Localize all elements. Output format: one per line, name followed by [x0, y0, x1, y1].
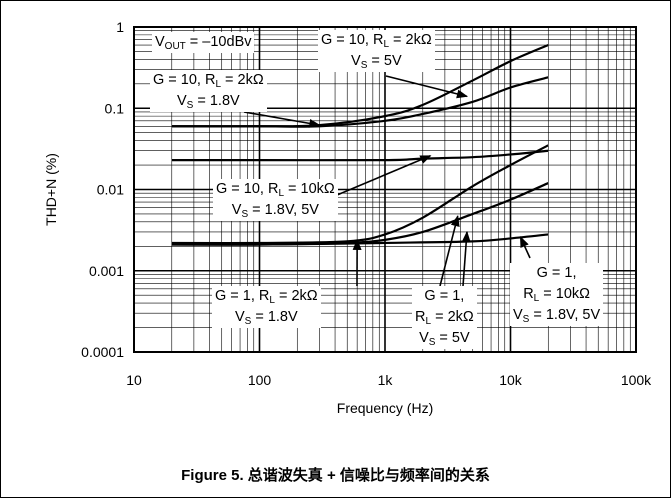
annotation-g10-rl2k-vs5: G = 10, RL = 2kΩ VS = 5V — [318, 30, 435, 72]
y-axis-label: THD+N (%) — [43, 153, 59, 226]
y-tick-label: 1 — [116, 19, 124, 35]
annotation-g1-rl2k-vs5: G = 1, RL = 2kΩ VS = 5V — [412, 286, 477, 349]
annotation-arrow — [329, 155, 432, 199]
annotation-arrow — [243, 111, 321, 128]
x-axis-label: Frequency (Hz) — [337, 400, 433, 416]
y-tick-label: 0.1 — [105, 100, 125, 116]
annotation-arrow — [385, 75, 469, 99]
y-tick-label: 0.001 — [89, 263, 124, 279]
y-tick-label: 0.0001 — [81, 344, 124, 360]
annotation-g1-rl2k-vs18: G = 1, RL = 2kΩ VS = 1.8V — [212, 286, 321, 328]
y-tick-label: 0.01 — [97, 182, 124, 198]
series-line-g1_10k — [171, 233, 549, 246]
annotation-arrow — [439, 215, 460, 287]
x-tick-label: 1k — [378, 372, 394, 388]
annotation-g10-rl2k-vs18: G = 10, RL = 2kΩ VS = 1.8V — [150, 70, 267, 112]
series-line-g1_2k_1v8 — [171, 144, 549, 245]
annotation-g1-rl10k: G = 1, RL = 10kΩ VS = 1.8V, 5V — [510, 263, 604, 326]
plot-area-border — [133, 26, 637, 353]
annotation-arrow — [519, 236, 531, 259]
figure-caption: Figure 5. 总谐波失真 + 信噪比与频率间的关系 — [181, 467, 490, 484]
series-line-g10_10k — [171, 149, 549, 162]
x-tick-label: 10 — [126, 372, 142, 388]
annotation-arrow — [461, 230, 471, 287]
x-tick-label: 10k — [499, 372, 523, 388]
x-tick-label: 100 — [248, 372, 272, 388]
annotation-vout: VOUT = –10dBv — [152, 32, 255, 53]
annotation-g10-rl10k: G = 10, RL = 10kΩ VS = 1.8V, 5V — [213, 179, 338, 221]
x-tick-label: 100k — [621, 372, 652, 388]
series-line-g10_2k_1v8 — [171, 76, 549, 128]
